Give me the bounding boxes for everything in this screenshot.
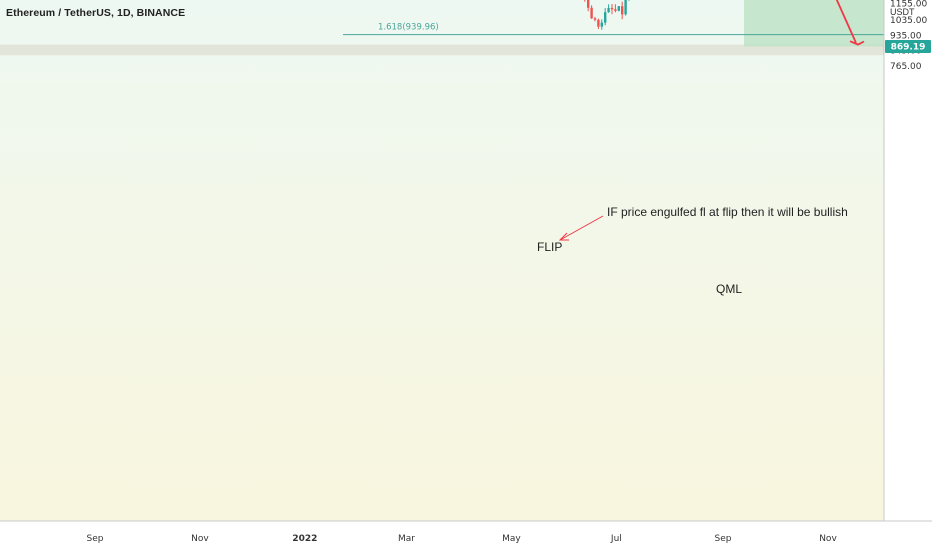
candle-body: [614, 9, 617, 11]
price-unit-label: USDT: [890, 7, 915, 17]
fib-level-label: 1.618(939.96): [378, 23, 439, 33]
chart-title: Ethereum / TetherUS, 1D, BINANCE: [6, 7, 186, 19]
price-axis-panel: [884, 0, 932, 550]
price-tick-label: 765.00: [890, 62, 922, 72]
candle-body: [593, 18, 597, 20]
background-layer: [0, 0, 884, 56]
price-tag-bg: [885, 39, 931, 53]
candle-body: [617, 6, 620, 11]
annotation-flip: FLIP: [537, 240, 562, 254]
candle-body: [607, 7, 610, 13]
candle-body: [600, 22, 603, 27]
price-tick-label: 935.00: [890, 31, 922, 41]
annotation-arrowhead: [558, 232, 569, 241]
time-tick-label: May: [502, 534, 521, 544]
time-tick-label: Mar: [398, 534, 415, 544]
time-tick-label: Nov: [191, 534, 209, 544]
candle-body: [597, 19, 600, 27]
time-tick-label: Sep: [715, 534, 732, 544]
annotation-qml: QML: [716, 282, 742, 296]
price-tick-label: 1035.00: [890, 16, 927, 26]
candles-layer: [584, 0, 630, 30]
price-tag: 869.19: [885, 39, 931, 53]
annotation-bullish-note: IF price engulfed fl at flip then it wil…: [607, 205, 848, 219]
candle-body: [604, 12, 607, 23]
candle-body: [624, 0, 627, 15]
time-axis-panel: [0, 521, 932, 550]
lower-zone: [0, 44, 884, 56]
bearish-arrowhead: [849, 40, 865, 46]
reward-zone: [744, 0, 884, 47]
time-tick-label: Nov: [819, 534, 837, 544]
price-tick-label: 1155.00: [890, 0, 927, 9]
candle-body: [587, 0, 590, 8]
candle-body: [610, 7, 614, 10]
price-tag-label: 869.19: [891, 43, 926, 53]
time-tick-label: Sep: [87, 534, 104, 544]
candle-body: [621, 6, 624, 15]
candle-body: [590, 7, 593, 19]
time-tick-label: 2022: [292, 534, 317, 544]
time-tick-label: Jul: [610, 534, 622, 544]
annotation-arrow: [559, 215, 604, 241]
